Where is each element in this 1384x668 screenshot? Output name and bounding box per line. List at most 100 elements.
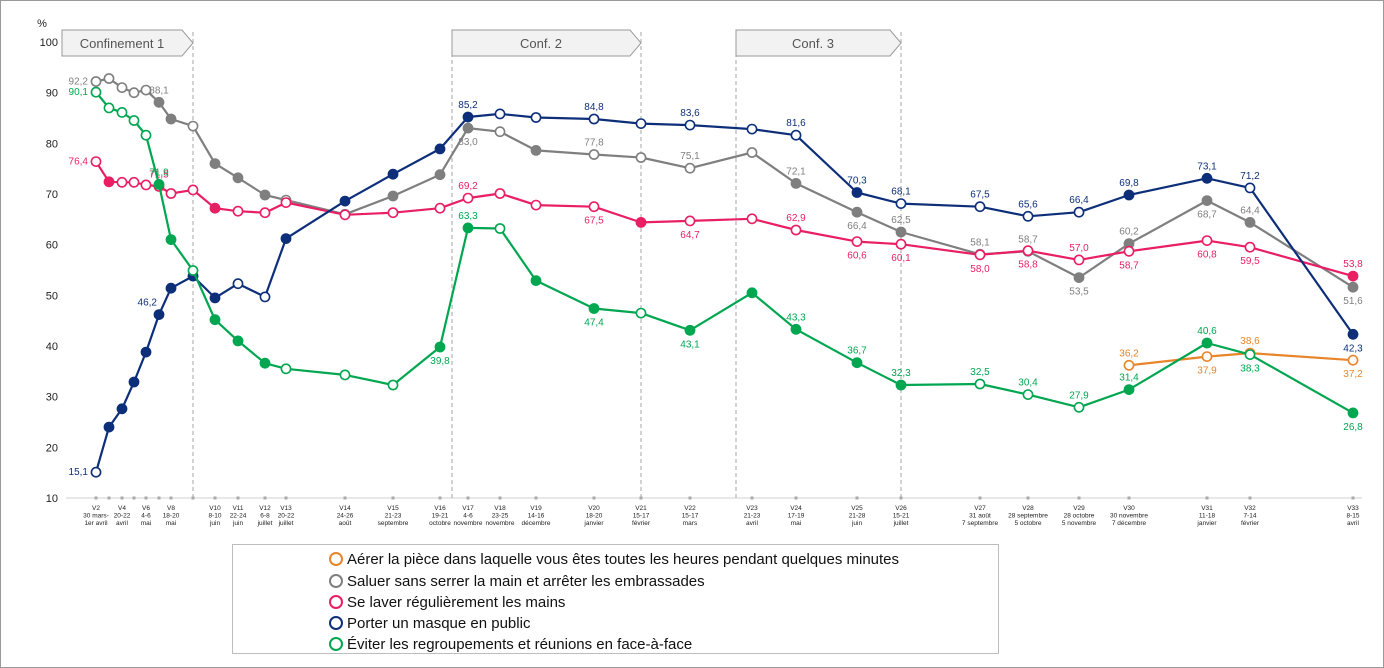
data-point (116, 107, 128, 118)
data-label: 83,0 (458, 137, 478, 148)
data-point (128, 87, 140, 99)
data-point (1073, 206, 1085, 218)
x-tick-mark (107, 496, 111, 500)
x-tick-label: V27 (974, 505, 986, 512)
data-point (635, 152, 647, 163)
data-point (259, 207, 271, 219)
x-tick-label: 19-21 (432, 513, 449, 520)
legend-label-eviter: Éviter les regroupements et réunions en … (347, 635, 693, 653)
x-tick-mark (534, 496, 538, 500)
data-point (1123, 384, 1135, 395)
x-tick-label: 15-17 (633, 513, 650, 520)
data-point (259, 357, 271, 369)
data-label: 67,5 (584, 216, 604, 227)
x-tick-mark (263, 496, 267, 500)
x-tick-label: août (339, 520, 352, 527)
data-point (339, 209, 351, 221)
x-tick-label: 8-10 (208, 513, 221, 520)
x-tick-mark (1026, 496, 1030, 500)
data-label: 58,7 (1018, 234, 1038, 245)
data-point (684, 162, 696, 174)
data-label: 60,1 (891, 253, 911, 264)
data-point (209, 314, 221, 326)
data-label: 76,4 (69, 157, 89, 168)
data-point (232, 172, 244, 184)
x-tick-label: V2 (92, 505, 100, 512)
data-point (209, 292, 221, 304)
data-point (103, 176, 115, 188)
data-point (90, 156, 102, 167)
band-tag (451, 29, 642, 57)
x-tick-label: 28 septembre (1008, 513, 1048, 520)
x-tick-label: décembre (522, 520, 551, 527)
x-tick-label: 30 novembre (1110, 513, 1148, 520)
data-point (153, 96, 165, 108)
data-label: 58,7 (1119, 260, 1139, 271)
data-point (103, 102, 115, 114)
data-point (895, 379, 907, 391)
data-point (128, 376, 140, 388)
data-point (1073, 401, 1085, 413)
x-tick-label: 20-22 (114, 513, 131, 520)
data-point (116, 403, 128, 415)
data-point (746, 213, 758, 225)
x-tick-label: mai (141, 520, 151, 527)
y-tick-label: 90 (46, 88, 58, 100)
data-point (1123, 359, 1135, 371)
x-tick-label: 14-16 (528, 513, 545, 520)
x-tick-label: 28 octobre (1064, 513, 1095, 520)
x-tick-label: V18 (494, 505, 506, 512)
x-tick-label: V24 (790, 505, 802, 512)
data-point (259, 189, 271, 201)
x-tick-label: 21-23 (744, 513, 761, 520)
x-tick-label: juin (232, 520, 244, 527)
data-point (851, 206, 863, 218)
x-tick-mark (1077, 496, 1081, 500)
x-tick-label: V20 (588, 505, 600, 512)
x-tick-label: novembre (486, 520, 515, 527)
data-point (280, 363, 292, 375)
y-tick-label: 80 (46, 138, 58, 150)
x-tick-label: octobre (429, 520, 451, 527)
x-tick-label: 22-24 (230, 513, 247, 520)
data-point (434, 341, 446, 353)
data-point (494, 126, 506, 138)
x-tick-mark (120, 496, 124, 500)
series-4 (90, 86, 1359, 419)
data-point (140, 84, 152, 96)
data-point (462, 192, 474, 204)
data-label: 58,8 (1018, 260, 1038, 271)
x-tick-label: 24-26 (337, 513, 354, 520)
x-tick-label: juillet (278, 520, 294, 527)
data-point (974, 378, 986, 390)
x-tick-label: V16 (434, 505, 446, 512)
series-1 (90, 73, 1359, 293)
data-point (165, 282, 177, 294)
data-point (434, 143, 446, 155)
x-tick-mark (1248, 496, 1252, 500)
data-point (1201, 235, 1213, 246)
series-line (95, 161, 1354, 278)
x-tick-mark (1205, 496, 1209, 500)
data-label: 67,5 (970, 190, 990, 201)
data-point (851, 236, 863, 247)
x-tick-mark (688, 496, 692, 500)
data-point (530, 275, 542, 286)
legend-label-aerer: Aérer la pièce dans laquelle vous êtes t… (347, 550, 900, 568)
legend-item-masque: Porter un masque en public (329, 613, 530, 633)
x-tick-label: V6 (142, 505, 150, 512)
legend-label-laver: Se laver régulièrement les mains (347, 593, 566, 611)
data-point (1244, 182, 1256, 194)
data-label: 59,5 (1240, 256, 1260, 267)
data-point (1022, 210, 1034, 222)
data-point (116, 82, 128, 93)
data-point (635, 118, 647, 129)
data-point (128, 115, 140, 126)
data-label: 53,8 (1343, 259, 1363, 270)
x-tick-label: 7-14 (1243, 513, 1256, 520)
x-tick-mark (438, 496, 442, 500)
x-tick-label: 15-17 (682, 513, 699, 520)
data-point (851, 187, 863, 198)
data-label: 42,3 (1343, 343, 1363, 354)
